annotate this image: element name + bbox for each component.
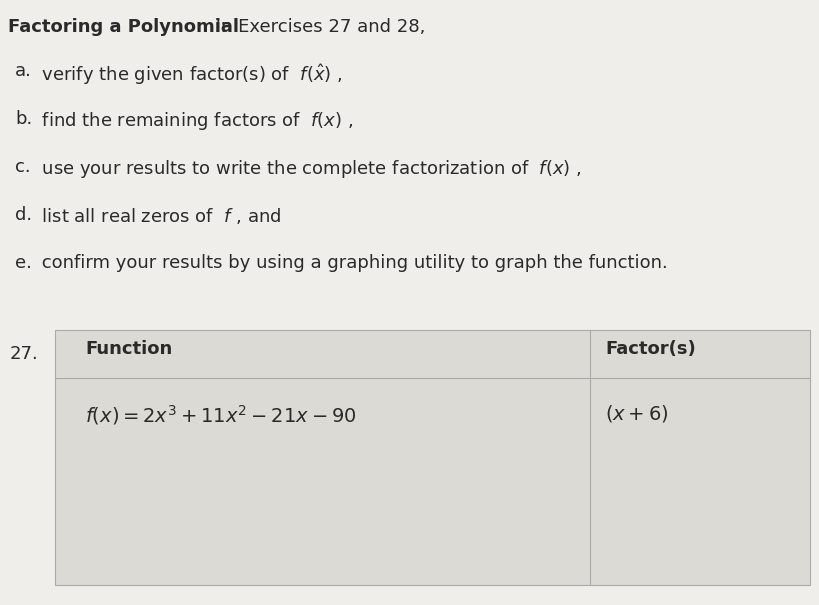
Text: verify the given factor(s) of  $f(\hat{x})$ ,: verify the given factor(s) of $f(\hat{x}… — [36, 62, 342, 87]
Text: d.: d. — [15, 206, 32, 224]
Text: Function: Function — [85, 340, 172, 358]
Text: Factor(s): Factor(s) — [604, 340, 695, 358]
Text: a.: a. — [15, 62, 32, 80]
Text: $f(x) = 2x^3 + 11x^2 - 21x - 90$: $f(x) = 2x^3 + 11x^2 - 21x - 90$ — [85, 403, 356, 427]
Text: list all real zeros of  $f$ , and: list all real zeros of $f$ , and — [36, 206, 281, 226]
Text: Factoring a Polynomial: Factoring a Polynomial — [8, 18, 238, 36]
Text: use your results to write the complete factorization of  $f(x)$ ,: use your results to write the complete f… — [36, 158, 581, 180]
Text: e.: e. — [15, 254, 32, 272]
Text: In Exercises 27 and 28,: In Exercises 27 and 28, — [210, 18, 425, 36]
Text: c.: c. — [15, 158, 30, 176]
Text: 27.: 27. — [10, 345, 38, 363]
Text: $(x + 6)$: $(x + 6)$ — [604, 403, 667, 424]
Text: confirm your results by using a graphing utility to graph the function.: confirm your results by using a graphing… — [36, 254, 667, 272]
Text: b.: b. — [15, 110, 32, 128]
Text: find the remaining factors of  $f(x)$ ,: find the remaining factors of $f(x)$ , — [36, 110, 353, 132]
